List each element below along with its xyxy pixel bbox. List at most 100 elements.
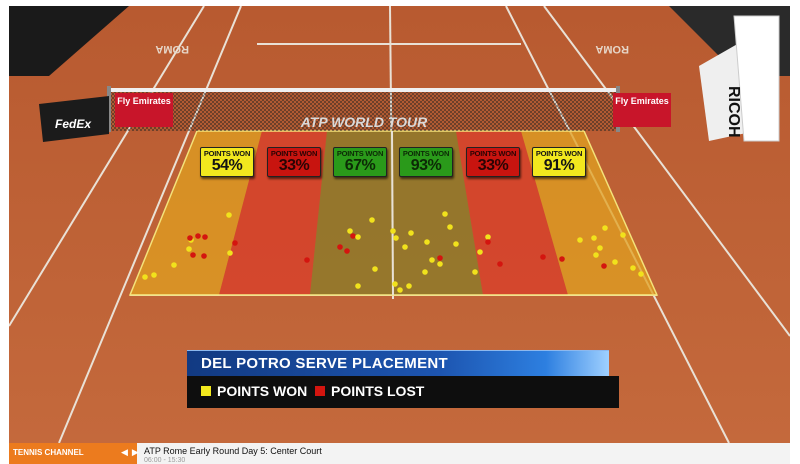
banner-title: DEL POTRO SERVE PLACEMENT <box>201 355 448 372</box>
channel-tab: TENNIS CHANNEL ◀▶ <box>9 443 139 464</box>
sponsor-board-left <box>115 93 173 127</box>
program-title: ATP Rome Early Round Day 5: Center Court <box>144 446 322 456</box>
ball-lost <box>304 257 310 263</box>
left-backdrop <box>9 6 129 76</box>
program-ticker: TENNIS CHANNEL ◀▶ ATP Rome Early Round D… <box>9 443 790 464</box>
zone-label-1: POINTS WON 54% <box>200 147 254 177</box>
ball-lost <box>497 261 503 267</box>
ball-lost <box>350 233 356 239</box>
court-text-left: ROMA <box>155 43 189 55</box>
zone-caption: POINTS WON <box>469 149 517 158</box>
legend-swatch-lost <box>315 386 325 396</box>
ball-lost <box>201 253 207 259</box>
ball-won <box>638 271 644 277</box>
ball-lost <box>601 263 607 269</box>
zone-caption: POINTS WON <box>402 149 450 158</box>
ball-won <box>442 211 448 217</box>
zone-percentage: 93% <box>410 156 442 174</box>
court-scene: ROMA ROMA ATP WORLD TOUR <box>9 6 790 443</box>
zone-label-4: POINTS WON 93% <box>399 147 453 177</box>
ball-won <box>226 212 232 218</box>
channel-arrows-icon[interactable]: ◀▶ <box>121 447 143 457</box>
zone-label-3: POINTS WON 67% <box>333 147 387 177</box>
ball-won <box>453 241 459 247</box>
ball-lost <box>195 233 201 239</box>
ball-won <box>347 228 353 234</box>
zone-percentage: 67% <box>344 156 376 174</box>
ball-won <box>227 250 233 256</box>
ball-won <box>422 269 428 275</box>
ball-won <box>408 230 414 236</box>
zone-caption: POINTS WON <box>535 149 583 158</box>
zone-percentage: 54% <box>211 156 243 174</box>
ball-won <box>630 265 636 271</box>
ball-lost <box>202 234 208 240</box>
net-banner-text: ATP WORLD TOUR <box>300 114 428 130</box>
legend-label-lost: POINTS LOST <box>331 383 425 399</box>
ball-won <box>406 283 412 289</box>
ball-won <box>602 225 608 231</box>
ball-won <box>437 261 443 267</box>
zone-percentage: 33% <box>278 156 310 174</box>
zone-caption: POINTS WON <box>270 149 318 158</box>
ball-lost <box>190 252 196 258</box>
ball-won <box>372 266 378 272</box>
ball-lost <box>187 235 193 241</box>
ball-won <box>472 269 478 275</box>
legend-swatch-won <box>201 386 211 396</box>
court-graphic: ROMA ROMA ATP WORLD TOUR <box>9 6 790 443</box>
sponsor-emirates-left: Fly Emirates <box>117 96 171 106</box>
legend-bar: POINTS WON POINTS LOST <box>187 376 619 408</box>
ball-won <box>355 283 361 289</box>
net-mesh <box>109 89 619 131</box>
sponsor-fedex: FedEx <box>54 117 91 131</box>
zone-caption: POINTS WON <box>336 149 384 158</box>
zone-percentage: 91% <box>543 156 575 174</box>
sponsor-board-right <box>613 93 671 127</box>
ball-lost <box>540 254 546 260</box>
center-service-line <box>391 130 394 296</box>
program-time: 06:00 - 15:30 <box>144 457 186 464</box>
ball-won <box>390 228 396 234</box>
banner-title-bar: DEL POTRO SERVE PLACEMENT <box>187 350 609 377</box>
ricoh-board <box>733 15 780 142</box>
ball-won <box>485 234 491 240</box>
ball-won <box>577 237 583 243</box>
ball-lost <box>559 256 565 262</box>
zone-label-5: POINTS WON 33% <box>466 147 520 177</box>
ball-marks <box>142 211 644 293</box>
sponsor-emirates-right: Fly Emirates <box>615 96 669 106</box>
ball-won <box>369 217 375 223</box>
ball-won <box>447 224 453 230</box>
zone-percentage: 33% <box>477 156 509 174</box>
ball-won <box>620 232 626 238</box>
ball-won <box>142 274 148 280</box>
zone-caption: POINTS WON <box>203 149 251 158</box>
ball-lost <box>344 248 350 254</box>
ball-won <box>186 246 192 252</box>
zone-label-6: POINTS WON 91% <box>532 147 586 177</box>
ball-won <box>612 259 618 265</box>
ball-won <box>593 252 599 258</box>
ball-lost <box>337 244 343 250</box>
ball-won <box>597 245 603 251</box>
ball-won <box>171 262 177 268</box>
channel-name: TENNIS CHANNEL <box>13 448 84 457</box>
serve-placement-banner: DEL POTRO SERVE PLACEMENT POINTS WON POI… <box>187 350 619 410</box>
zone-label-2: POINTS WON 33% <box>267 147 321 177</box>
ball-won <box>397 287 403 293</box>
legend-label-won: POINTS WON <box>217 383 308 399</box>
ricoh-text: RICOH <box>725 86 742 138</box>
ball-won <box>591 235 597 241</box>
fedex-board <box>39 96 109 142</box>
ball-won <box>393 235 399 241</box>
ball-won <box>392 281 398 287</box>
ball-lost <box>232 240 238 246</box>
ball-lost <box>485 239 491 245</box>
ball-won <box>424 239 430 245</box>
net-tape <box>109 88 619 92</box>
court-text-right: ROMA <box>595 43 629 55</box>
ball-won <box>151 272 157 278</box>
ball-lost <box>437 255 443 261</box>
